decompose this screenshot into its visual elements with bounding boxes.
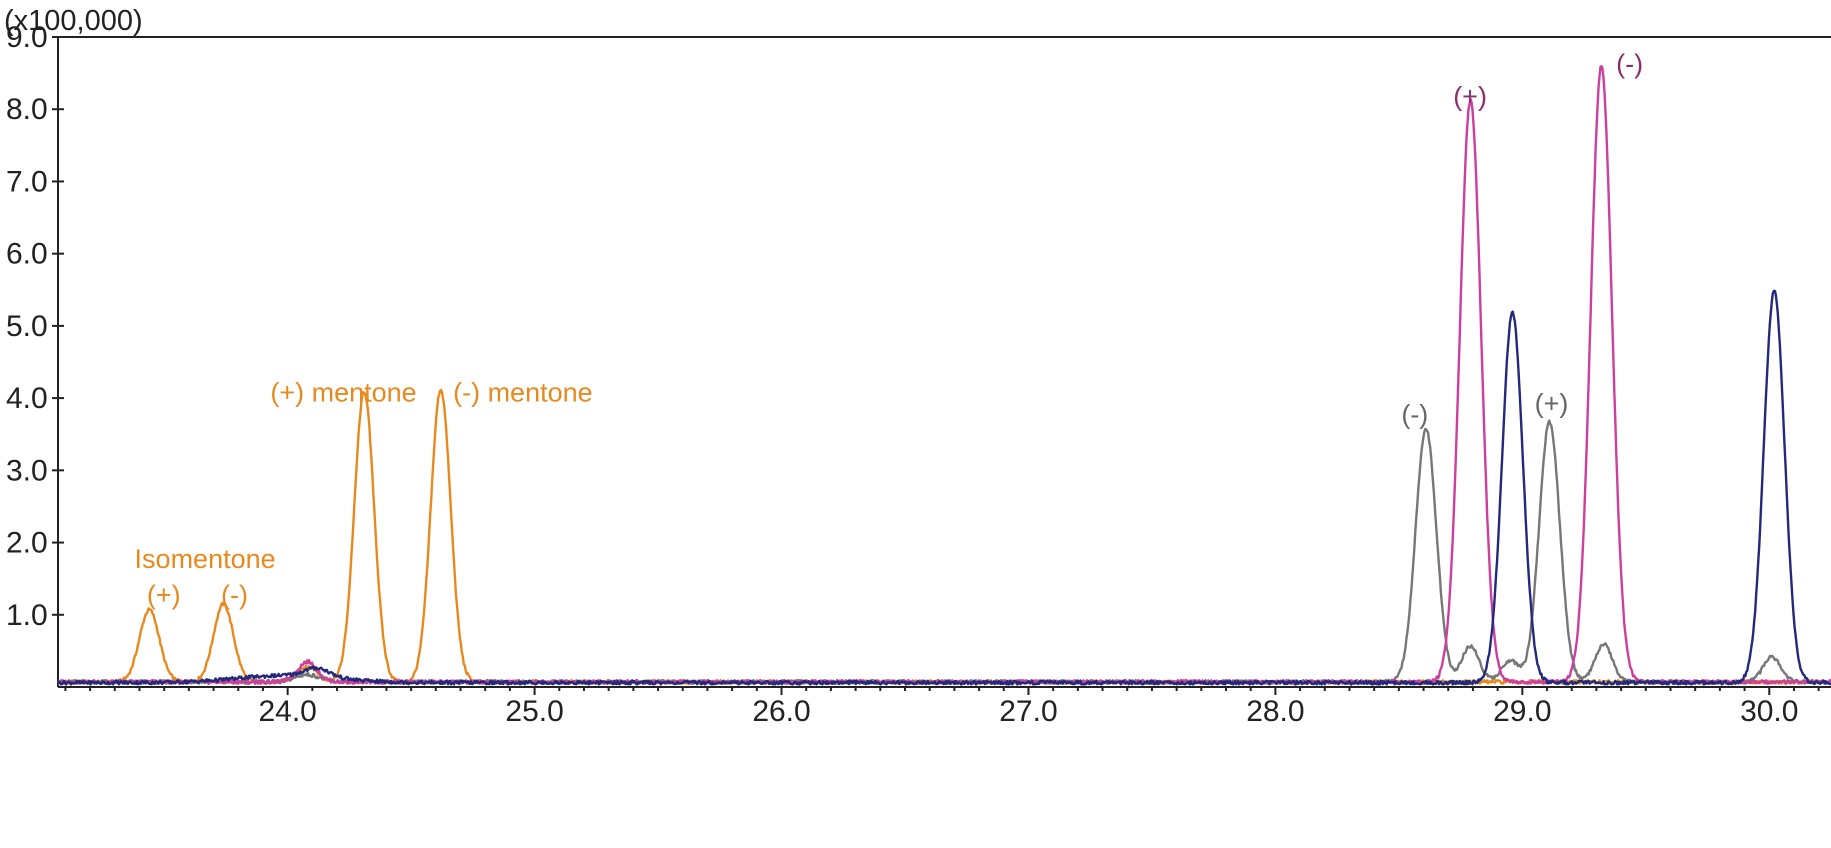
chromatogram-traces <box>56 65 1831 686</box>
x-tick-label: 27.0 <box>999 695 1057 728</box>
x-tick-label: 30.0 <box>1740 695 1798 728</box>
peak-label: (-) mentone <box>453 378 593 408</box>
peak-label: (+) <box>1453 82 1487 112</box>
peak-label: (+) <box>147 580 181 610</box>
y-tick-label: 1.0 <box>6 599 48 632</box>
x-tick-label: 24.0 <box>258 695 316 728</box>
y-tick-label: 7.0 <box>6 165 48 198</box>
trace-line-1 <box>56 388 1831 685</box>
y-tick-label: 5.0 <box>6 310 48 343</box>
peak-label: (+) mentone <box>270 378 416 408</box>
trace-line-2 <box>57 419 1831 685</box>
x-tick-label: 28.0 <box>1246 695 1304 728</box>
y-tick-label: 4.0 <box>6 382 48 415</box>
peak-label: (-) <box>1616 49 1643 79</box>
y-tick-label: 9.0 <box>6 21 48 54</box>
y-tick-label: 3.0 <box>6 454 48 487</box>
y-multiplier-label: (x100,000) <box>4 5 143 37</box>
y-tick-label: 6.0 <box>6 238 48 271</box>
peak-label: Isomentone <box>135 544 276 574</box>
peak-annotations: Isomentone (+) (-) (+) mentone (-) mentone (-… <box>135 49 1644 610</box>
y-tick-label: 8.0 <box>6 93 48 126</box>
y-tick-label: 2.0 <box>6 527 48 560</box>
peak-label: (-) <box>221 580 248 610</box>
trace-line-4 <box>56 289 1831 686</box>
x-tick-label: 29.0 <box>1493 695 1551 728</box>
peak-label: (-) <box>1401 399 1428 429</box>
peak-label: (+) <box>1535 389 1569 419</box>
x-tick-label: 25.0 <box>505 695 563 728</box>
plot-axes: 1.0 2.0 3.0 4.0 5.0 6.0 7.0 8.0 9.0 24.0 25.0 26.0 2… <box>6 21 1831 728</box>
x-tick-label: 26.0 <box>752 695 810 728</box>
